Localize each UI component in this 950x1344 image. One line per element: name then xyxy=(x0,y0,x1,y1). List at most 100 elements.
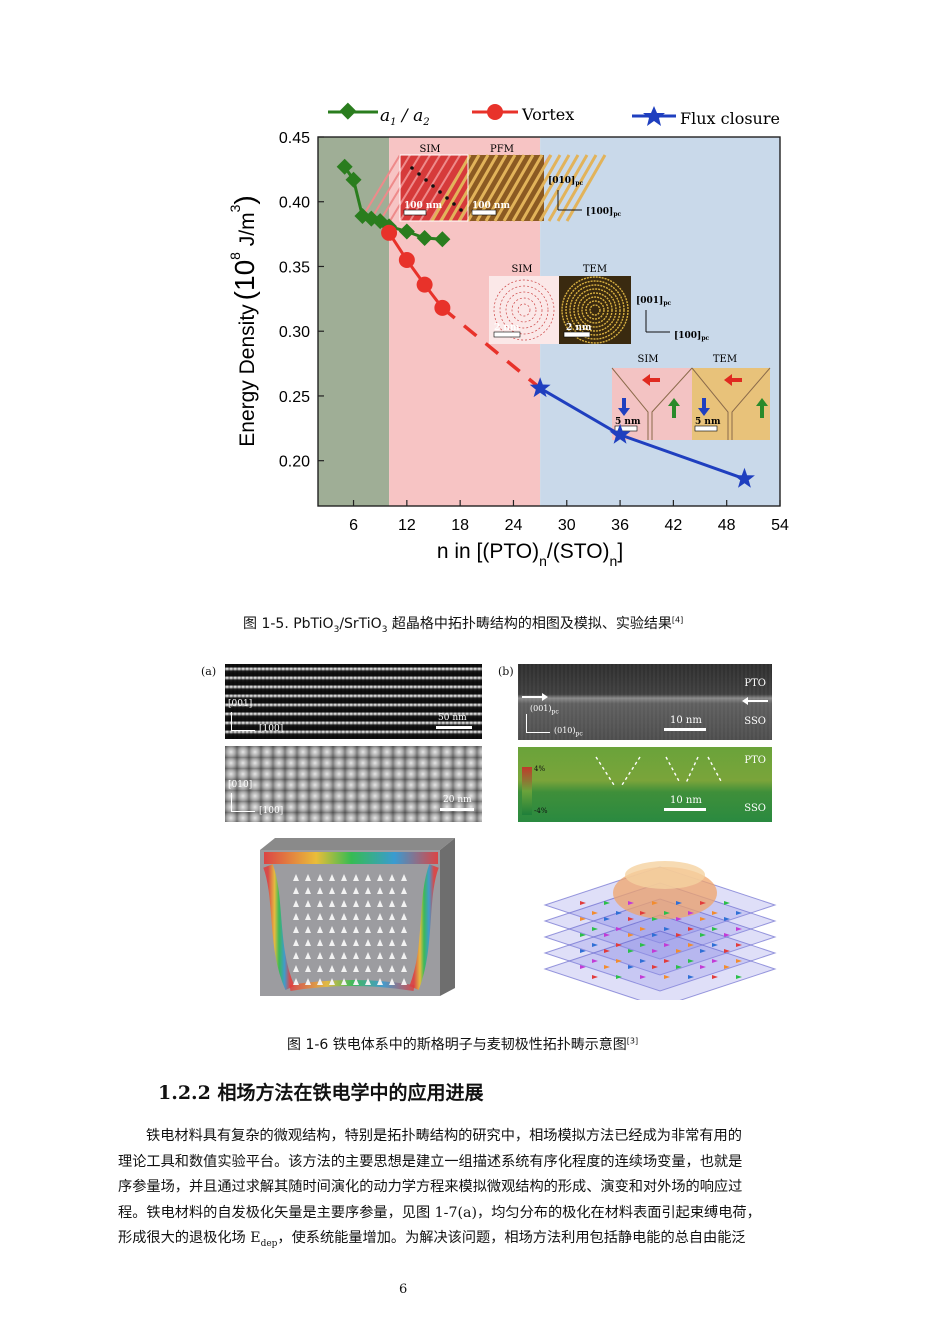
y-tick-label-0.2: 0.20 xyxy=(279,454,310,471)
axis-label-001: [001] xyxy=(228,699,253,709)
flux-closure-series-point-2 xyxy=(734,467,755,488)
paragraph-line-5: 形成很大的退极化场 Edep，使系统能量增加。为解决该问题，相场方法利用包括静电… xyxy=(118,1230,746,1250)
section-heading: 1.2.2 相场方法在铁电学中的应用进展 xyxy=(158,1082,484,1104)
inset1-axis-010: [010]pc xyxy=(548,176,584,187)
vortex-series-line xyxy=(387,231,444,309)
vortex-series-point-2 xyxy=(416,276,433,293)
paragraph-line-4: 程。铁电材料的自发极化矢量是主要序参量，见图 1-7(a)，均匀分布的极化在材料… xyxy=(118,1204,761,1221)
paragraph-line-1: 铁电材料具有复杂的微观结构，特别是拓扑畴结构的研究中，相场模拟方法已经成为非常有… xyxy=(146,1128,742,1144)
legend-flux-closure: Flux closure xyxy=(680,109,780,128)
a1-a2-series-point-2 xyxy=(354,207,371,224)
paragraph-line-2: 理论工具和数值实验平台。该方法的主要思想是建立一组描述系统有序化程度的连续场变量… xyxy=(118,1153,743,1170)
axis-label-010pc: (010)pc xyxy=(554,726,583,738)
vortex-series-point-3 xyxy=(434,299,451,316)
flux-closure-series-point-0 xyxy=(529,377,551,398)
x-tick-label-54: 54 xyxy=(771,517,789,534)
dashed-extrapolation xyxy=(441,306,542,390)
stem-cross-section-image: [001] [100] 50 nm xyxy=(225,664,482,739)
legend-a2: a xyxy=(413,106,423,126)
vortex-series-point-1 xyxy=(398,252,415,268)
colorbar-bottom-label: -4% xyxy=(534,807,548,815)
axis-label-100-planar: [100] xyxy=(259,806,284,816)
scale-bar-strain xyxy=(664,808,706,811)
figure-1-6: (a) (b) [001] [100] 50 nm [010] [100] 20… xyxy=(195,660,785,1000)
a1-a2-series-point-7 xyxy=(416,229,433,246)
paragraph-line-3: 序参量场，并且通过求解其随时间演化的动力学方程来模拟微观结构的形成、演变和对外场… xyxy=(118,1179,743,1196)
x-tick-label-6: 6 xyxy=(349,517,358,534)
x-tick-label-48: 48 xyxy=(718,517,736,534)
x-tick-label-12: 12 xyxy=(398,517,416,534)
y-axis-label: Energy Density(108 J/m3) xyxy=(227,195,260,446)
inset3-scale-left: 5 nm xyxy=(615,417,641,427)
y-tick-label-0.25: 0.25 xyxy=(279,389,310,406)
planar-view-image: [010] [100] 20 nm xyxy=(225,746,482,822)
legend-sub2: 2 xyxy=(422,117,429,128)
inset2-scale-bar-left xyxy=(493,331,521,338)
meron-layered-structure xyxy=(543,861,777,1000)
inset1-pfm-label: PFM xyxy=(490,144,514,155)
legend-diamond-marker xyxy=(339,102,357,120)
inset1-scale-right: 100 nm xyxy=(472,201,510,211)
inset3-scale-bar-left xyxy=(614,425,638,432)
figure-1-5-caption: 图 1-5. PbTiO3/SrTiO3 超晶格中拓扑畴结构的相图及模拟、实验结… xyxy=(243,615,684,635)
legend-a1: a xyxy=(380,106,390,126)
panel-label-b: (b) xyxy=(498,665,514,678)
scale-bar-label-planar: 20 nm xyxy=(443,795,472,805)
axis-label-100: [100] xyxy=(259,724,284,734)
inset2-axis-001: [001]pc xyxy=(636,296,672,307)
inset1-scale-bar-right xyxy=(471,209,497,216)
scale-bar-b xyxy=(664,728,706,731)
flux-closure-series-point-1 xyxy=(609,423,631,444)
axis-label-001pc: (001)pc xyxy=(530,704,559,716)
chart-legend: a1 / a2 Vortex Flux closure xyxy=(328,102,780,128)
legend-star-marker xyxy=(643,106,665,126)
colorbar-top-label: 4% xyxy=(534,765,546,773)
x-tick-label-24: 24 xyxy=(505,517,523,534)
interface-arrow-right xyxy=(746,700,768,702)
inset2-scale-left: 2 nm xyxy=(494,323,520,333)
inset3-scale-right: 5 nm xyxy=(695,417,721,427)
scale-bar xyxy=(436,726,472,729)
strain-map-image: 4% -4% PTO SSO 10 nm xyxy=(518,747,772,822)
scale-bar-planar xyxy=(440,808,474,811)
scale-bar-label: 50 nm xyxy=(438,713,467,723)
x-tick-label-42: 42 xyxy=(664,517,682,534)
inset2-scale-bar-right xyxy=(563,331,591,338)
page-number: 6 xyxy=(399,1282,408,1297)
inset3-sim-label: SIM xyxy=(637,354,658,365)
pto-label: PTO xyxy=(744,678,766,689)
legend-circle-marker xyxy=(487,104,503,120)
plot-frame xyxy=(317,136,781,507)
vortex-series-point-0 xyxy=(381,224,398,241)
inset3-tem-label: TEM xyxy=(713,354,737,365)
x-tick-label-36: 36 xyxy=(611,517,629,534)
a1-a2-series-point-8 xyxy=(434,231,451,248)
inset1-scale-left: 100 nm xyxy=(404,201,442,211)
sso-label-strain: SSO xyxy=(744,803,766,814)
inset2-tem-label: TEM xyxy=(583,264,607,275)
inset1-axis-100: [100]pc xyxy=(586,207,622,218)
inset2-axis-100: [100]pc xyxy=(674,331,710,342)
pto-label-strain: PTO xyxy=(744,755,766,766)
domain-wall-dashes xyxy=(595,756,723,786)
axis-label-010: [010] xyxy=(228,780,253,790)
x-tick-label-18: 18 xyxy=(451,517,469,534)
y-tick-label-0.35: 0.35 xyxy=(279,259,310,276)
inset2-sim-label: SIM xyxy=(511,264,532,275)
body-paragraph: 铁电材料具有复杂的微观结构，特别是拓扑畴结构的研究中，相场模拟方法已经成为非常有… xyxy=(118,1124,860,1258)
legend-slash: / xyxy=(397,106,414,126)
figure-1-5: a1 / a2 Vortex Flux closure SIM PFM 100 nm… xyxy=(200,96,800,576)
a1-a2-series-point-6 xyxy=(398,223,415,240)
scale-bar-label-strain: 10 nm xyxy=(670,795,702,806)
skyrmion-3d-cube xyxy=(260,838,455,996)
phase-region-0 xyxy=(318,137,390,506)
inset1-sim-label: SIM xyxy=(419,144,440,155)
inset3-scale-bar-right xyxy=(694,425,718,432)
y-tick-label-0.4: 0.40 xyxy=(279,195,310,212)
panel-label-a: (a) xyxy=(201,665,217,678)
y-tick-label-0.3: 0.30 xyxy=(279,324,310,341)
legend-vortex: Vortex xyxy=(521,105,574,124)
svg-text:a1 / a2: a1 / a2 xyxy=(380,106,430,128)
legend-sub1: 1 xyxy=(390,117,396,128)
